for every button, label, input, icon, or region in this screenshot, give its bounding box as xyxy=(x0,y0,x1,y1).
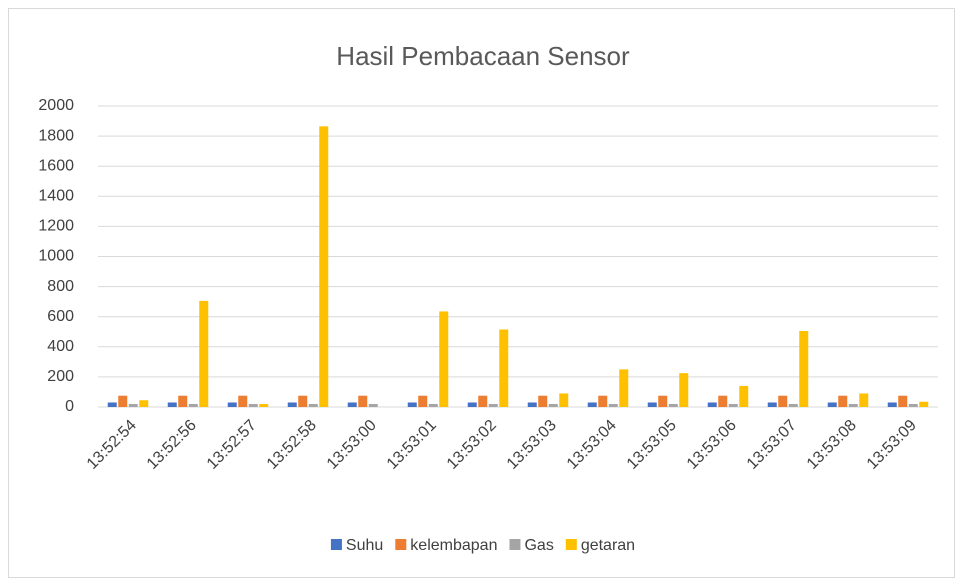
bar xyxy=(368,403,378,407)
bar xyxy=(298,395,308,407)
bar xyxy=(778,395,788,407)
bar xyxy=(619,369,629,407)
bar xyxy=(739,385,749,407)
bar xyxy=(887,402,897,407)
bar xyxy=(707,402,717,407)
bar xyxy=(499,329,509,407)
bar xyxy=(407,402,417,407)
bar xyxy=(767,402,777,407)
bar xyxy=(178,395,188,407)
bar xyxy=(538,395,548,407)
legend-swatch xyxy=(565,539,577,550)
bar xyxy=(848,403,858,407)
bar xyxy=(679,373,689,407)
bar xyxy=(308,403,318,407)
bar xyxy=(287,402,297,407)
bar xyxy=(527,402,537,407)
bar xyxy=(118,395,128,407)
bar xyxy=(319,126,329,407)
chart-title: Hasil Pembacaan Sensor xyxy=(336,41,630,71)
bar xyxy=(439,311,449,407)
bar xyxy=(668,403,678,407)
bar xyxy=(587,402,597,407)
legend-swatch xyxy=(395,539,407,550)
y-tick-label: 1600 xyxy=(38,157,74,174)
bar xyxy=(139,400,149,407)
bar xyxy=(238,395,248,407)
bar xyxy=(548,403,558,407)
bar xyxy=(559,393,569,407)
y-tick-label: 1200 xyxy=(38,218,74,235)
bar xyxy=(908,403,918,407)
bar xyxy=(788,403,798,407)
legend-label: getaran xyxy=(581,537,635,554)
y-tick-label: 600 xyxy=(47,308,74,325)
y-tick-label: 1400 xyxy=(38,188,74,205)
bar xyxy=(167,402,177,407)
bar xyxy=(248,403,258,407)
bar xyxy=(478,395,488,407)
legend-label: Gas xyxy=(524,537,553,554)
legend-label: Suhu xyxy=(346,537,383,554)
bar xyxy=(827,402,837,407)
y-tick-label: 1800 xyxy=(38,127,74,144)
bar xyxy=(199,300,209,407)
legend-swatch xyxy=(509,539,521,550)
bar xyxy=(919,401,929,407)
bar xyxy=(898,395,908,407)
bar xyxy=(718,395,728,407)
bar xyxy=(428,403,438,407)
bar xyxy=(227,402,237,407)
y-tick-label: 2000 xyxy=(38,97,74,114)
bar xyxy=(859,393,869,407)
bar xyxy=(188,403,198,407)
legend-label: kelembapan xyxy=(410,537,497,554)
bar xyxy=(418,395,428,407)
bar xyxy=(128,403,138,407)
bar xyxy=(608,403,618,407)
bar xyxy=(598,395,608,407)
y-tick-label: 1000 xyxy=(38,248,74,265)
bar xyxy=(259,403,269,407)
bar xyxy=(347,402,357,407)
y-tick-label: 400 xyxy=(47,338,74,355)
bar xyxy=(467,402,477,407)
y-tick-label: 0 xyxy=(65,398,74,415)
y-tick-label: 200 xyxy=(47,368,74,385)
bar xyxy=(107,402,117,407)
bar xyxy=(799,330,809,407)
y-tick-label: 800 xyxy=(47,278,74,295)
bar xyxy=(647,402,657,407)
bar xyxy=(838,395,848,407)
bar xyxy=(658,395,668,407)
chart-border xyxy=(8,8,955,578)
bar xyxy=(358,395,368,407)
bar xyxy=(728,403,738,407)
bar xyxy=(488,403,498,407)
legend-swatch xyxy=(330,539,342,550)
